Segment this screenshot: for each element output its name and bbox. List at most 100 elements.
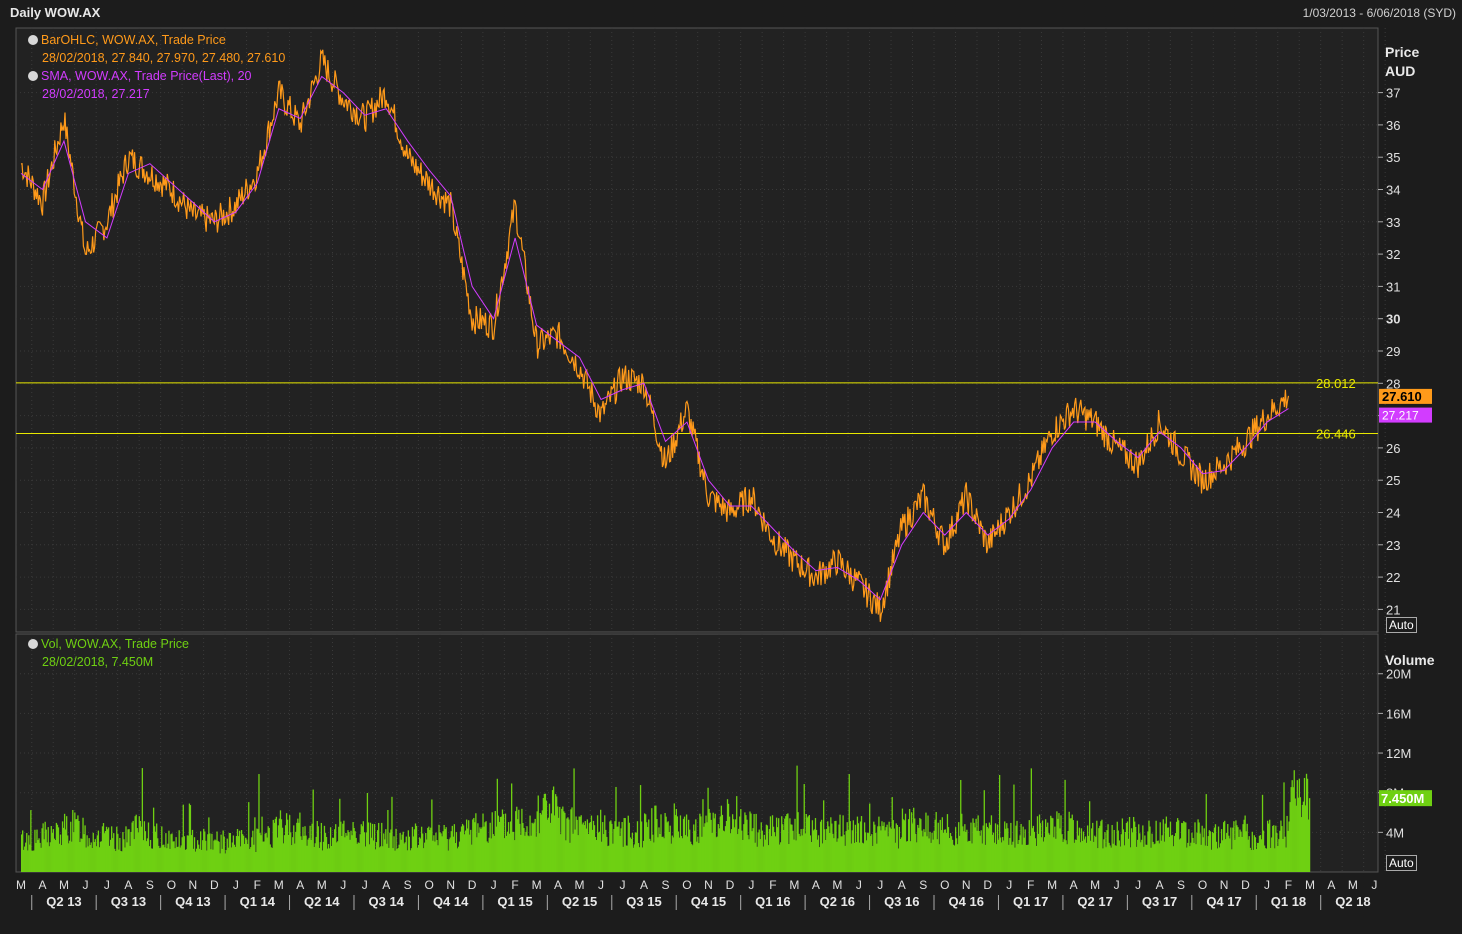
volume-bar (663, 838, 665, 872)
volume-bar (39, 842, 41, 872)
volume-bar (721, 814, 724, 872)
volume-bar (1056, 811, 1058, 872)
volume-bar (1091, 828, 1093, 872)
volume-bar (710, 819, 712, 872)
volume-bar (290, 832, 292, 872)
volume-bar (583, 825, 585, 872)
volume-bar (206, 850, 208, 872)
volume-bar (677, 831, 680, 872)
price-panel: 2122232425262728293031323334353637PriceA… (15, 27, 1432, 633)
volume-bar (563, 811, 565, 872)
volume-bar (1079, 842, 1082, 872)
volume-bar (1308, 798, 1311, 872)
volume-bar (1276, 832, 1278, 872)
volume-bar (854, 824, 857, 872)
volume-bar (960, 779, 962, 872)
volume-bar (1043, 837, 1046, 872)
volume-bar (406, 850, 408, 872)
x-month-label: N (962, 878, 971, 892)
legend-volume[interactable]: Vol, WOW.AX, Trade Price (28, 637, 189, 651)
volume-bar (873, 821, 875, 872)
volume-bar (465, 819, 468, 872)
volume-bar (702, 799, 704, 872)
volume-bar (373, 824, 376, 872)
volume-bar (632, 847, 635, 872)
volume-bar (878, 816, 880, 872)
volume-bar (903, 820, 906, 872)
volume-bar (1201, 825, 1203, 872)
x-month-label: S (404, 878, 412, 892)
volume-bar (1069, 818, 1071, 872)
volume-bar (541, 810, 543, 872)
volume-bar (197, 844, 200, 872)
volume-bar (226, 838, 228, 872)
volume-bar (968, 840, 970, 872)
volume-bar (1255, 849, 1258, 872)
volume-bar (376, 830, 379, 872)
y-tick-label: 4M (1386, 825, 1404, 840)
volume-bar (118, 849, 120, 872)
volume-bar (825, 840, 827, 872)
volume-bar (620, 828, 622, 872)
info-icon[interactable] (28, 35, 38, 45)
volume-bar (1137, 839, 1139, 872)
volume-bar (697, 836, 699, 872)
volume-bar (566, 818, 568, 872)
legend-price[interactable]: BarOHLC, WOW.AX, Trade Price (28, 33, 226, 47)
volume-bar (120, 850, 122, 872)
volume-bar (724, 826, 727, 872)
volume-bar (737, 834, 739, 872)
volume-bar (870, 836, 872, 872)
volume-bar (951, 839, 954, 872)
volume-bar (844, 845, 846, 872)
volume-bar (117, 833, 119, 872)
info-icon[interactable] (28, 639, 38, 649)
volume-bar (1204, 845, 1206, 872)
legend-sma[interactable]: SMA, WOW.AX, Trade Price(Last), 20 (28, 69, 251, 83)
volume-bar (575, 816, 577, 872)
volume-bar (1277, 846, 1279, 872)
volume-bar (760, 822, 762, 872)
volume-bar (655, 805, 657, 872)
volume-bar (1198, 822, 1200, 872)
x-month-label: J (620, 878, 626, 892)
volume-bar (1006, 823, 1008, 872)
volume-bar (705, 815, 707, 872)
volume-bar (1078, 827, 1081, 872)
volume-bar (998, 774, 1001, 872)
auto-scale-price-button[interactable]: Auto (1386, 617, 1417, 633)
volume-bar (1187, 842, 1189, 872)
volume-bar (275, 816, 278, 872)
volume-bar (43, 839, 45, 872)
volume-bar (1251, 831, 1253, 872)
volume-bar (44, 821, 46, 872)
volume-bar (258, 774, 260, 872)
volume-bar (1021, 844, 1023, 872)
auto-scale-volume-button[interactable]: Auto (1386, 855, 1417, 871)
volume-bar (1114, 845, 1116, 872)
volume-bar (605, 829, 607, 872)
x-quarter-label: Q2 17 (1077, 894, 1112, 909)
volume-bar (949, 832, 952, 872)
x-month-label: A (898, 878, 906, 892)
volume-bar (1301, 804, 1304, 872)
info-icon[interactable] (28, 71, 38, 81)
volume-bar (924, 832, 926, 872)
volume-bar (1014, 847, 1016, 872)
volume-bar (1217, 826, 1220, 872)
volume-bar (961, 813, 963, 872)
volume-bar (196, 840, 199, 872)
volume-bar (450, 831, 452, 872)
volume-bar (751, 831, 753, 872)
volume-bar (1003, 840, 1005, 872)
volume-bar (414, 823, 417, 872)
volume-bar (819, 821, 822, 872)
volume-bar (1107, 824, 1109, 872)
volume-bar (76, 819, 78, 872)
volume-bar (1062, 841, 1064, 872)
volume-bar (916, 842, 918, 872)
volume-bar (658, 827, 660, 872)
volume-bar (277, 825, 280, 872)
volume-bar (1049, 834, 1051, 872)
volume-bar (460, 826, 463, 872)
